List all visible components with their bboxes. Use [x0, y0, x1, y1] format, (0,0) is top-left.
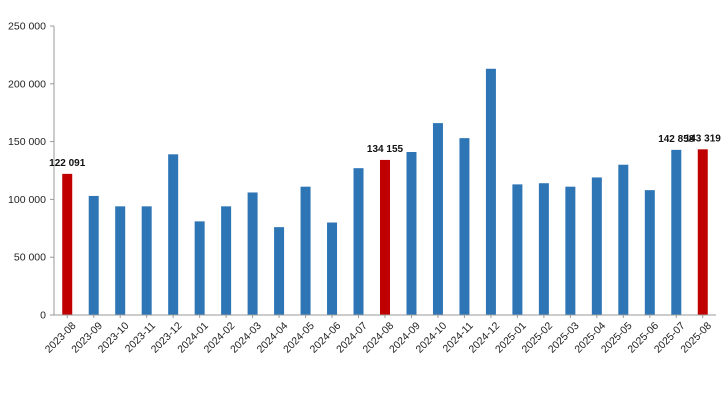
y-tick-label: 250 000	[8, 21, 46, 33]
bar-2024-10	[432, 123, 443, 315]
bar-2024-09	[406, 152, 417, 315]
y-tick-label: 0	[40, 310, 46, 322]
bar-2025-05	[618, 164, 629, 315]
bar-2024-04	[274, 227, 285, 315]
bar-2025-03	[565, 186, 576, 315]
bar-2025-08	[697, 149, 708, 315]
bar-2025-04	[591, 177, 602, 315]
bar-2024-06	[327, 222, 338, 315]
bar-2024-07	[353, 168, 364, 315]
bar-2024-02	[221, 206, 232, 315]
bar-2025-01	[512, 184, 523, 315]
bar-2025-06	[644, 190, 655, 315]
bar-2025-07	[671, 149, 682, 315]
bar-2025-02	[538, 183, 549, 315]
bar-2024-11	[459, 138, 470, 315]
bar-2023-08	[62, 173, 73, 315]
bar-2023-11	[141, 206, 152, 315]
y-tick-label: 100 000	[8, 194, 46, 206]
bar-2023-12	[168, 154, 179, 315]
bar-2024-03	[247, 192, 258, 315]
bar-2024-01	[194, 221, 205, 315]
bar-2023-10	[115, 206, 126, 315]
bar-2023-09	[88, 195, 99, 315]
x-axis: 2023-082023-092023-102023-112023-122024-…	[43, 314, 716, 356]
y-tick-label: 150 000	[8, 136, 46, 148]
bar-2024-08	[380, 159, 390, 315]
data-label: 143 319	[685, 133, 722, 144]
y-tick-label: 200 000	[8, 78, 46, 90]
data-label: 134 155	[367, 144, 404, 155]
bar-2024-05	[300, 186, 311, 315]
bars	[62, 68, 708, 315]
data-label: 122 091	[49, 158, 86, 169]
y-axis: 0 50 000 100 000 150 000 200 000 250 000	[8, 21, 55, 322]
data-label: 142 858	[658, 134, 695, 145]
y-tick-label: 50 000	[14, 252, 46, 264]
bar-2024-12	[485, 68, 496, 315]
